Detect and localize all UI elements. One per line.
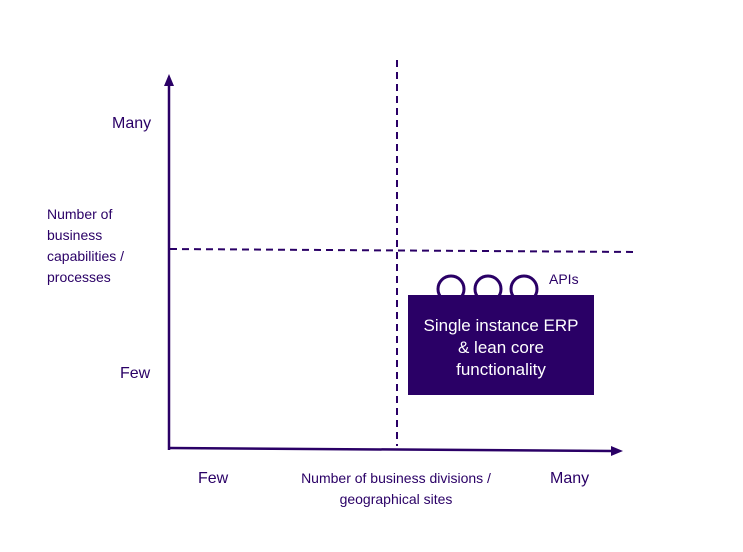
horizontal-divider bbox=[169, 248, 637, 253]
erp-box-label: Single instance ERP & lean core function… bbox=[423, 316, 579, 379]
y-axis-arrow bbox=[164, 74, 174, 86]
y-axis-high-label: Many bbox=[112, 115, 152, 132]
x-axis-title: Number of business divisions / geographi… bbox=[301, 470, 491, 507]
x-axis bbox=[168, 446, 613, 453]
x-axis-low-label: Few bbox=[198, 470, 229, 487]
y-axis-title: Number of business capabilities / proces… bbox=[47, 206, 125, 285]
x-axis-arrow bbox=[611, 446, 623, 456]
erp-box: Single instance ERP & lean core function… bbox=[408, 295, 594, 395]
apis-label: APIs bbox=[549, 271, 579, 287]
x-axis-high-label: Many bbox=[550, 470, 590, 487]
y-axis-low-label: Few bbox=[120, 365, 151, 382]
